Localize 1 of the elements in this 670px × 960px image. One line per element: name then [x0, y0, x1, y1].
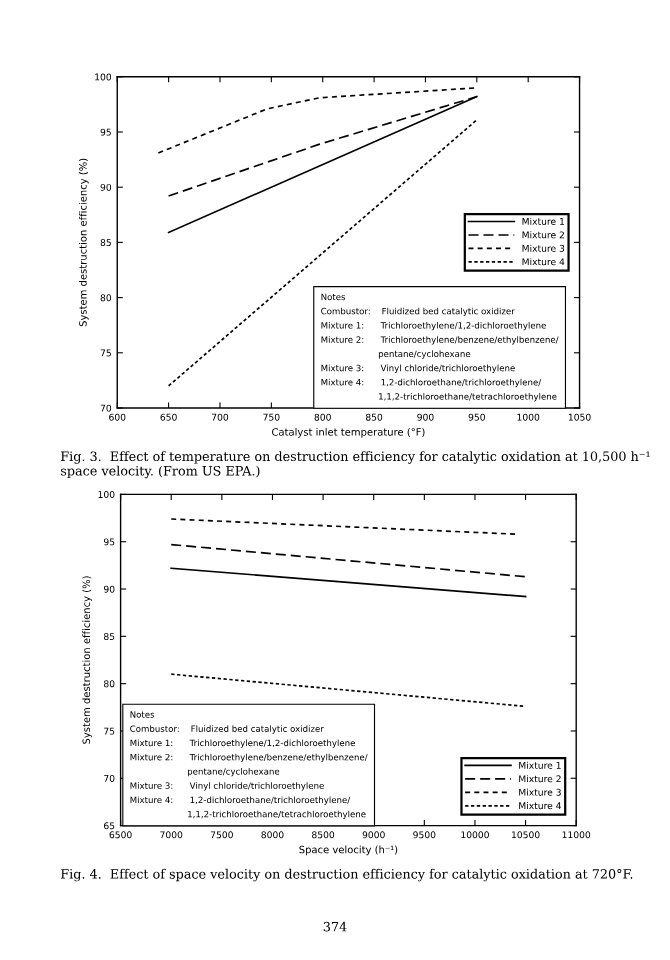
line-series	[157, 87, 478, 154]
